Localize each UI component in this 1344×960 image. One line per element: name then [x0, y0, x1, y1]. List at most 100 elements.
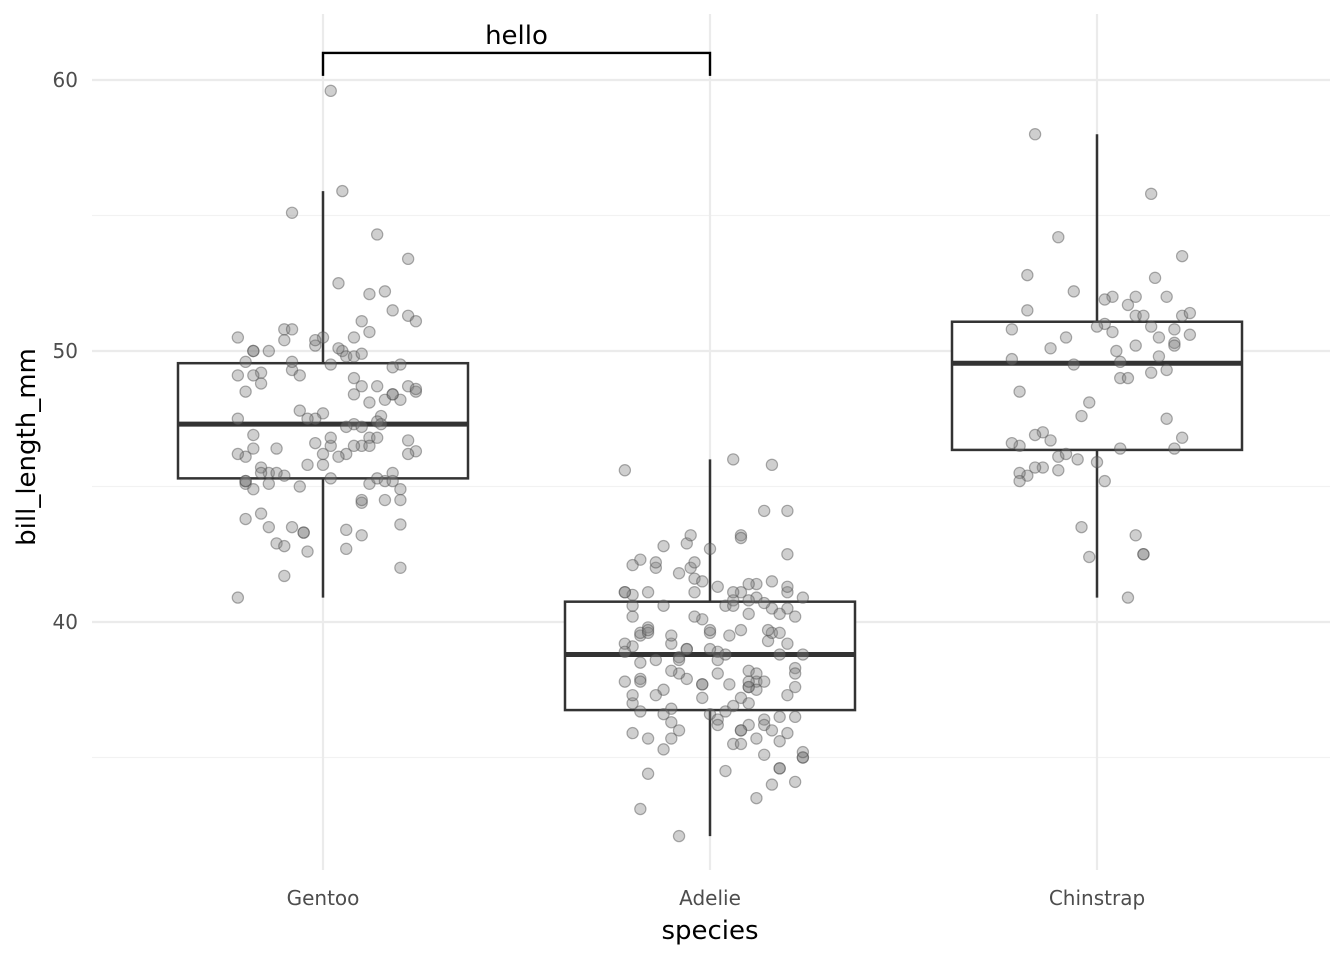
data-point-adelie	[788, 667, 802, 680]
data-point-adelie	[765, 575, 779, 588]
data-point-chinstrap	[1013, 439, 1026, 453]
data-point-chinstrap	[1013, 474, 1026, 488]
data-point-adelie	[734, 529, 748, 542]
data-point-adelie	[734, 623, 748, 637]
box-chinstrap	[950, 134, 1244, 598]
data-point-chinstrap	[1052, 230, 1065, 244]
data-point-gentoo	[278, 323, 291, 336]
data-point-gentoo	[401, 309, 415, 322]
data-point-gentoo	[231, 369, 245, 382]
data-point-chinstrap	[1144, 366, 1158, 379]
data-point-gentoo	[347, 417, 361, 431]
data-point-gentoo	[394, 393, 407, 406]
data-point-gentoo	[309, 333, 322, 347]
data-point-adelie	[688, 556, 701, 569]
data-point-gentoo	[332, 277, 345, 290]
data-point-gentoo	[386, 388, 399, 401]
data-point-gentoo	[378, 474, 392, 488]
data-point-chinstrap	[1160, 363, 1173, 377]
data-point-chinstrap	[1036, 461, 1050, 474]
data-point-chinstrap	[1152, 350, 1166, 363]
data-point-adelie	[742, 577, 755, 591]
data-point-chinstrap	[1110, 344, 1123, 358]
data-point-adelie	[796, 751, 810, 764]
data-point-chinstrap	[1098, 474, 1111, 488]
data-point-adelie	[626, 697, 639, 710]
data-point-adelie	[703, 642, 717, 656]
data-point-gentoo	[285, 323, 299, 336]
data-point-gentoo	[262, 477, 276, 490]
data-point-adelie	[750, 577, 763, 591]
data-point-chinstrap	[1090, 455, 1104, 469]
data-point-adelie	[618, 585, 632, 599]
data-point-adelie	[618, 585, 632, 599]
data-point-adelie	[649, 653, 663, 667]
data-point-chinstrap	[1021, 304, 1034, 317]
data-point-gentoo	[254, 466, 268, 480]
data-point-chinstrap	[1059, 331, 1073, 344]
data-point-chinstrap	[1106, 325, 1119, 339]
data-point-gentoo	[239, 474, 252, 488]
data-point-gentoo	[332, 450, 345, 463]
data-point-gentoo	[270, 466, 283, 480]
data-point-adelie	[781, 585, 794, 599]
data-point-chinstrap	[1137, 548, 1150, 561]
annotation-bracket	[321, 51, 712, 76]
data-point-chinstrap	[1168, 339, 1181, 352]
data-point-gentoo	[247, 344, 260, 358]
data-point-adelie	[796, 648, 810, 661]
data-point-adelie	[727, 585, 740, 599]
data-point-adelie	[734, 691, 748, 705]
data-point-adelie	[672, 724, 686, 737]
data-point-gentoo	[394, 493, 407, 507]
data-point-adelie	[680, 642, 693, 656]
data-point-gentoo	[374, 409, 388, 423]
data-point-adelie	[626, 599, 639, 612]
data-point-adelie	[796, 751, 810, 764]
data-point-adelie	[750, 675, 763, 688]
data-point-gentoo	[278, 539, 291, 553]
data-point-adelie	[781, 688, 794, 702]
data-point-adelie	[711, 580, 724, 593]
data-point-adelie	[750, 683, 763, 696]
data-point-adelie	[672, 653, 686, 667]
data-point-adelie	[773, 607, 786, 621]
data-point-adelie	[665, 732, 678, 745]
data-point-gentoo	[355, 496, 368, 509]
data-point-gentoo	[239, 385, 252, 398]
data-point-adelie	[634, 802, 647, 816]
data-point-gentoo	[370, 228, 384, 241]
data-point-chinstrap	[1083, 550, 1096, 564]
data-point-gentoo	[363, 325, 376, 339]
data-point-adelie	[781, 580, 794, 593]
data-point-chinstrap	[1175, 249, 1189, 263]
data-point-gentoo	[347, 331, 361, 344]
data-point-gentoo	[394, 483, 407, 496]
data-point-adelie	[719, 705, 732, 718]
data-point-adelie	[649, 561, 663, 575]
box-gentoo	[176, 191, 470, 598]
data-point-gentoo	[355, 420, 368, 434]
data-point-adelie	[711, 718, 724, 732]
data-point-chinstrap	[1021, 268, 1034, 282]
data-point-chinstrap	[1028, 127, 1042, 141]
data-point-adelie	[719, 648, 732, 661]
data-point-chinstrap	[1121, 298, 1135, 312]
data-point-gentoo	[355, 439, 368, 453]
data-point-chinstrap	[1098, 317, 1111, 331]
data-point-adelie	[727, 699, 740, 713]
data-point-adelie	[657, 707, 670, 721]
data-point-gentoo	[285, 363, 299, 377]
data-point-chinstrap	[1013, 385, 1026, 398]
data-point-adelie	[711, 653, 724, 667]
data-point-adelie	[727, 453, 740, 466]
data-point-adelie	[696, 691, 709, 705]
data-point-gentoo	[301, 412, 314, 425]
data-point-adelie	[696, 678, 709, 691]
data-point-gentoo	[270, 442, 283, 455]
data-point-adelie	[796, 591, 810, 604]
significance-annotation: hello	[321, 21, 712, 76]
data-point-gentoo	[278, 333, 291, 347]
data-point-gentoo	[363, 287, 376, 301]
data-point-gentoo	[386, 388, 399, 401]
